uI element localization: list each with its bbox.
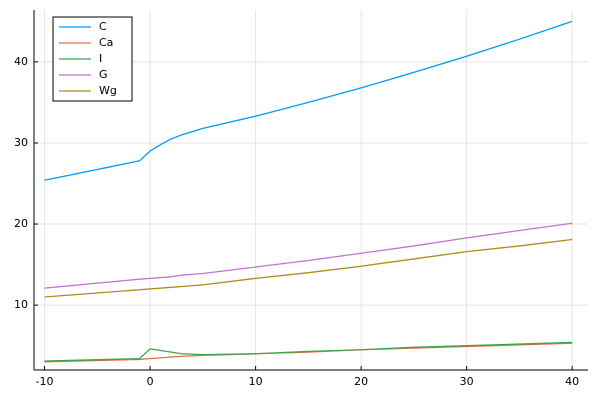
x-tick-label: 40	[565, 375, 579, 388]
line-series	[44, 341, 573, 362]
x-tick-label: 20	[354, 375, 368, 388]
line-series	[44, 238, 573, 298]
y-tick-label: 30	[14, 136, 28, 149]
y-tick-label: 10	[14, 298, 28, 311]
legend-label: Wg	[99, 84, 117, 97]
x-tick-label: 10	[249, 375, 263, 388]
legend-label: I	[99, 52, 102, 65]
x-tick-label: 30	[460, 375, 474, 388]
legend-label: G	[99, 68, 108, 81]
y-tick-label: 20	[14, 217, 28, 230]
x-tick-label: 0	[147, 375, 154, 388]
line-series	[44, 20, 573, 181]
x-tick-label: -10	[36, 375, 54, 388]
line-series	[44, 222, 573, 289]
legend-label: C	[99, 20, 107, 33]
y-tick-label: 40	[14, 55, 28, 68]
legend-label: Ca	[99, 36, 113, 49]
